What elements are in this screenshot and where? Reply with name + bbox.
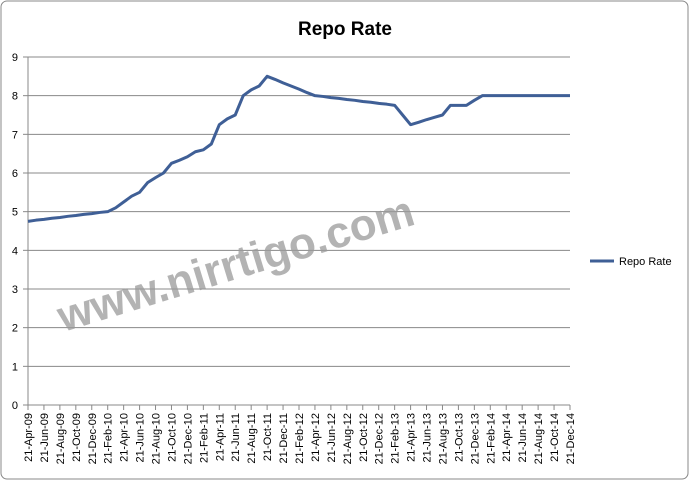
x-tick-label: 21-Oct-13 [453,413,465,462]
y-tick-label: 6 [12,168,18,180]
x-tick-label: 21-Feb-14 [485,413,497,464]
x-tick-label: 21-Apr-10 [119,413,131,462]
x-tick-label: 21-Dec-09 [87,413,99,464]
x-tick-label: 21-Dec-14 [565,413,577,464]
x-tick-label: 21-Jun-14 [517,413,529,463]
x-tick-label: 21-Oct-10 [166,413,178,462]
y-tick-label: 0 [12,400,18,412]
x-tick-label: 21-Aug-13 [437,413,449,464]
x-tick-label: 21-Apr-14 [501,413,513,462]
legend-label: Repo Rate [619,256,672,268]
y-tick-label: 9 [12,52,18,64]
x-tick-label: 21-Apr-12 [310,413,322,462]
y-tick-label: 3 [12,284,18,296]
x-tick-label: 21-Feb-11 [198,413,210,463]
x-tick-label: 21-Jun-10 [135,413,147,463]
x-tick-label: 21-Dec-13 [469,413,481,464]
x-tick-label: 21-Feb-10 [103,413,115,464]
x-tick-label: 21-Oct-11 [262,413,274,461]
x-tick-label: 21-Jun-13 [422,413,434,463]
x-tick-label: 21-Jun-12 [326,413,338,463]
x-tick-label: 21-Aug-11 [246,413,258,464]
x-tick-label: 21-Dec-12 [374,413,386,464]
x-tick-label: 21-Apr-13 [406,413,418,462]
x-tick-label: 21-Oct-14 [549,413,561,462]
x-tick-label: 21-Oct-12 [358,413,370,462]
x-tick-label: 21-Apr-11 [214,413,226,461]
line-series [27,74,570,223]
x-tick-label: 21-Aug-09 [55,413,67,464]
y-tick-label: 2 [12,323,18,335]
x-tick-label: 21-Dec-10 [182,413,194,464]
x-tick-label: 21-Aug-10 [151,413,163,464]
x-tick-label: 21-Aug-14 [533,413,545,464]
x-tick-label: 21-Feb-13 [390,413,402,464]
x-tick-label: 21-Jun-11 [230,413,242,462]
x-tick-label: 21-Feb-12 [294,413,306,464]
x-tick-label: 21-Jun-09 [39,413,51,463]
y-tick-label: 1 [12,361,18,373]
y-tick-label: 7 [12,129,18,141]
y-tick-label: 8 [12,91,18,103]
y-tick-label: 5 [12,207,18,219]
y-tick-label: 4 [12,245,18,257]
chart-title: Repo Rate [298,19,392,40]
x-tick-label: 21-Apr-09 [23,413,35,462]
x-tick-label: 21-Oct-09 [71,413,83,462]
x-tick-label: 21-Aug-12 [342,413,354,464]
x-tick-label: 21-Dec-11 [278,413,290,464]
